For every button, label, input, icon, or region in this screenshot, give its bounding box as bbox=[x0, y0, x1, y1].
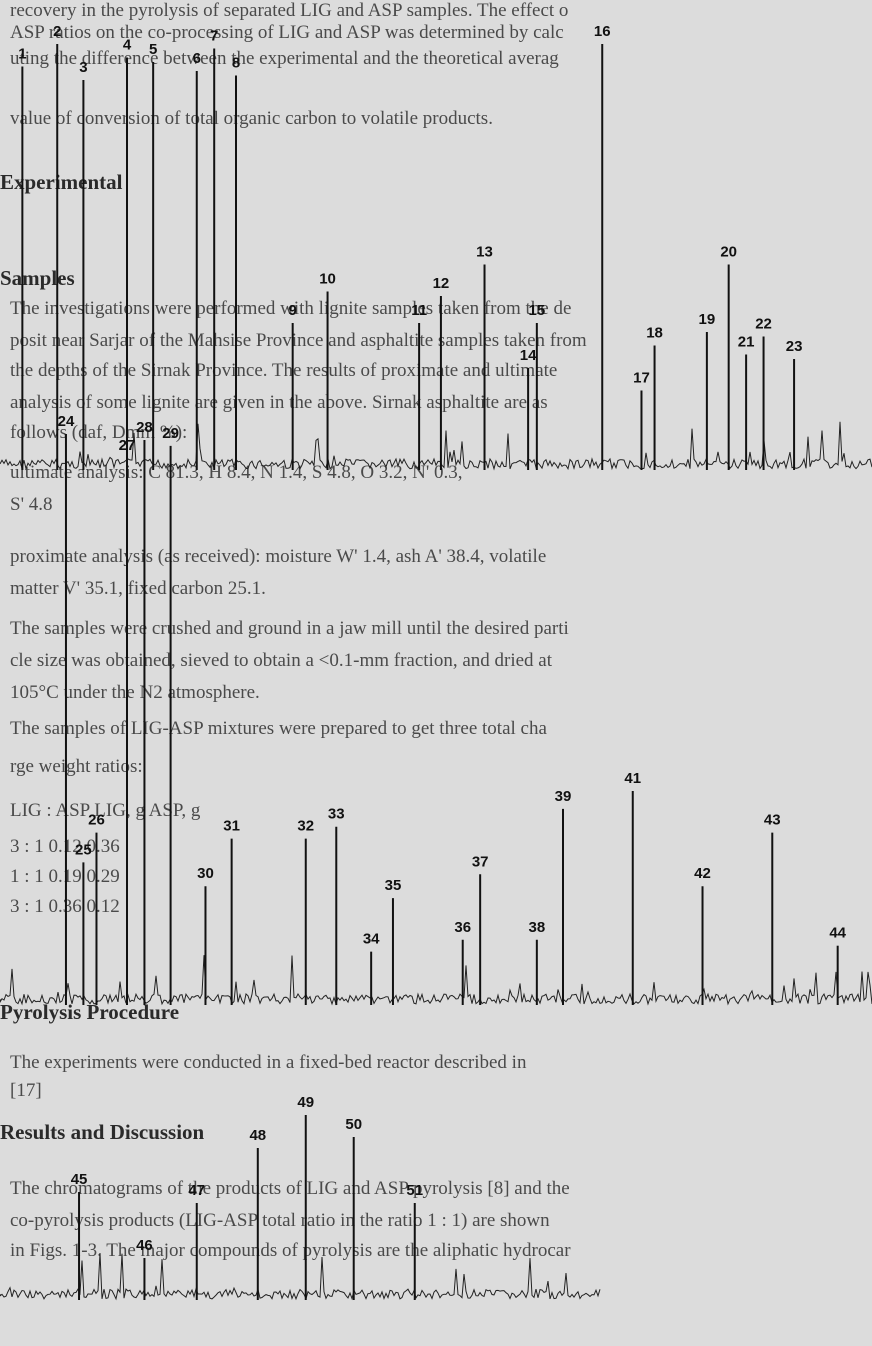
background-line: The investigations were performed with l… bbox=[10, 298, 572, 319]
peak-label: 23 bbox=[786, 338, 803, 355]
peak-label: 50 bbox=[345, 1116, 362, 1133]
peak-label: 6 bbox=[193, 50, 201, 67]
background-line: S' 4.8 bbox=[10, 494, 53, 515]
peak-label: 15 bbox=[528, 302, 545, 319]
background-line: LIG : ASP LIG, g ASP, g bbox=[10, 800, 201, 821]
peak-label: 36 bbox=[454, 919, 471, 936]
peak-label: 38 bbox=[528, 919, 545, 936]
baseline-trace bbox=[0, 1252, 601, 1301]
peak-label: 22 bbox=[755, 316, 772, 333]
peak-label: 11 bbox=[411, 302, 427, 319]
background-line: Pyrolysis Procedure bbox=[0, 1000, 180, 1024]
peak-label: 35 bbox=[385, 877, 402, 894]
peak-label: 12 bbox=[433, 275, 450, 292]
background-line: 1 : 1 0.19 0.29 bbox=[10, 866, 120, 887]
chromatogram-3: 45 46 47 48 49 50 51 bbox=[0, 1094, 601, 1301]
peak-label: 41 bbox=[624, 770, 641, 787]
peak-label: 13 bbox=[476, 244, 493, 261]
peak-label: 28 bbox=[136, 419, 153, 436]
peak-label: 9 bbox=[289, 302, 297, 319]
peak-label: 25 bbox=[75, 841, 92, 858]
background-line: the depths of the Sirnak Province. The r… bbox=[10, 360, 558, 381]
peak-label: 20 bbox=[720, 244, 737, 261]
peak-label: 48 bbox=[249, 1127, 266, 1144]
background-line: The experiments were conducted in a fixe… bbox=[10, 1052, 527, 1073]
peak-label: 39 bbox=[555, 788, 572, 805]
background-line: [17] bbox=[10, 1080, 42, 1101]
background-line: value of conversion of total organic car… bbox=[10, 108, 493, 129]
peak-label: 32 bbox=[297, 818, 314, 835]
background-line: The chromatograms of the products of LIG… bbox=[10, 1178, 570, 1199]
peak-label: 47 bbox=[188, 1182, 205, 1199]
peak-label: 21 bbox=[738, 334, 755, 351]
background-line: follows (daf, Dmm %): bbox=[10, 422, 188, 443]
peak-label: 7 bbox=[210, 28, 218, 45]
peak-label: 24 bbox=[58, 413, 75, 430]
peak-label: 45 bbox=[71, 1171, 88, 1188]
peak-label: 30 bbox=[197, 865, 214, 882]
peak-label: 37 bbox=[472, 853, 489, 870]
peak-label: 17 bbox=[633, 370, 650, 387]
peak-label: 18 bbox=[646, 325, 663, 342]
peak-label: 51 bbox=[406, 1182, 423, 1199]
background-line: 3 : 1 0.12 0.36 bbox=[10, 836, 120, 857]
background-line: posit near Sarjar of the Mahsise Provinc… bbox=[10, 330, 587, 351]
background-line: Experimental bbox=[0, 170, 123, 194]
background-line: analysis of some lignite are given in th… bbox=[10, 392, 548, 413]
background-line: uting the difference between the experim… bbox=[10, 48, 559, 69]
peak-label: 2 bbox=[53, 23, 61, 40]
background-line: in Figs. 1-3. The major compounds of pyr… bbox=[10, 1240, 571, 1261]
background-line: Results and Discussion bbox=[0, 1120, 205, 1144]
peak-label: 16 bbox=[594, 23, 611, 40]
peak-label: 34 bbox=[363, 931, 380, 948]
background-line: The samples were crushed and ground in a… bbox=[10, 618, 569, 639]
background-line: ultimate analysis: C 81.3, H 8.4, N 1.4,… bbox=[10, 462, 463, 483]
background-line: 105°C under the N2 atmosphere. bbox=[10, 682, 260, 703]
peak-label: 8 bbox=[232, 55, 240, 72]
background-line: ASP ratios on the co-processing of LIG a… bbox=[10, 22, 564, 43]
peak-label: 33 bbox=[328, 806, 345, 823]
peak-label: 46 bbox=[136, 1237, 153, 1254]
background-line: 3 : 1 0.36 0.12 bbox=[10, 896, 120, 917]
peak-label: 10 bbox=[319, 271, 336, 288]
peak-label: 19 bbox=[699, 311, 716, 328]
peak-label: 43 bbox=[764, 812, 781, 829]
background-line: rge weight ratios: bbox=[10, 756, 143, 777]
peak-label: 26 bbox=[88, 812, 105, 829]
peak-label: 27 bbox=[119, 437, 136, 454]
peak-label: 44 bbox=[829, 925, 846, 942]
peak-label: 5 bbox=[149, 41, 157, 58]
peak-label: 49 bbox=[297, 1094, 314, 1111]
background-line: Samples bbox=[0, 266, 75, 290]
background-line: matter V' 35.1, fixed carbon 25.1. bbox=[10, 578, 266, 599]
background-line: recovery in the pyrolysis of separated L… bbox=[10, 0, 569, 21]
peak-label: 1 bbox=[18, 46, 26, 63]
baseline-trace bbox=[0, 955, 872, 1006]
peak-label: 42 bbox=[694, 865, 711, 882]
peak-label: 29 bbox=[162, 425, 179, 442]
peak-label: 4 bbox=[123, 37, 132, 54]
peak-label: 14 bbox=[520, 347, 537, 364]
peak-label: 31 bbox=[223, 818, 240, 835]
background-line: cle size was obtained, sieved to obtain … bbox=[10, 650, 553, 671]
peak-label: 3 bbox=[79, 59, 87, 76]
